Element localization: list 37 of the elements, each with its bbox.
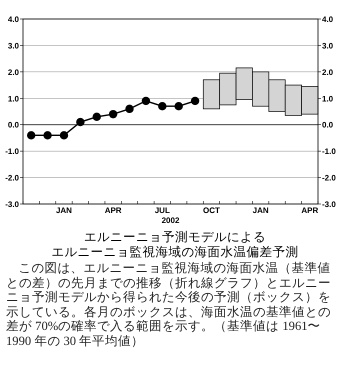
y-tick-label: -3.0 <box>5 200 20 209</box>
point <box>60 131 68 140</box>
point <box>92 112 101 121</box>
x-tick-label: APR <box>104 206 122 215</box>
y-tick-label: 0.0 <box>8 120 20 130</box>
point <box>190 96 200 106</box>
y2-tick-label: -3.0 <box>322 200 336 209</box>
y2-tick-label: -2.0 <box>322 174 336 183</box>
point <box>76 118 85 126</box>
y2-tick-label: -1.0 <box>322 147 336 156</box>
y-tick-label: 1.0 <box>8 94 20 104</box>
y2-tick-label: 0.0 <box>322 120 334 130</box>
x-tick-label: OCT <box>203 206 220 215</box>
point <box>43 131 52 140</box>
point <box>158 102 167 110</box>
text: この図は、エルニーニョ監視海域の海面水温（基準値との差）の先月までの推移（折れ線グラフ）とエルニーニョ予測モデルから得られた今後の予測（ボックス）を示している。各月のボックスは、海面水温の基準値との差が 70%の確率で入る範囲を示す。（基準値は 1961〜1990 年の 30 年平均値） <box>6 261 332 349</box>
y-tick-label: -1.0 <box>5 147 20 156</box>
point <box>125 104 134 114</box>
y2-tick-label: 2.0 <box>322 68 334 77</box>
y-tick-label: -2.0 <box>5 174 20 183</box>
text: エルニーニョ監視海域の海面水温偏差予測 <box>50 244 300 259</box>
y2-tick-label: 4.0 <box>322 15 334 24</box>
text: エルニーニョ予測モデルによる <box>83 229 267 244</box>
x-tick-label: JAN <box>56 206 72 215</box>
y-tick-label: 3.0 <box>8 41 20 50</box>
point <box>142 96 150 106</box>
point <box>174 102 183 110</box>
y2-tick-label: 3.0 <box>322 41 334 50</box>
y2-tick-label: 1.0 <box>322 94 334 104</box>
point <box>26 131 36 140</box>
y-tick-label: 2.0 <box>8 68 20 77</box>
x-tick-label: JAN <box>252 206 269 215</box>
x-tick-label: JUL <box>154 206 170 215</box>
x-tick-label: APR <box>301 206 318 215</box>
x-axis-title: 2002 <box>162 216 180 225</box>
point <box>108 110 118 118</box>
y-tick-label: 4.0 <box>8 15 20 24</box>
